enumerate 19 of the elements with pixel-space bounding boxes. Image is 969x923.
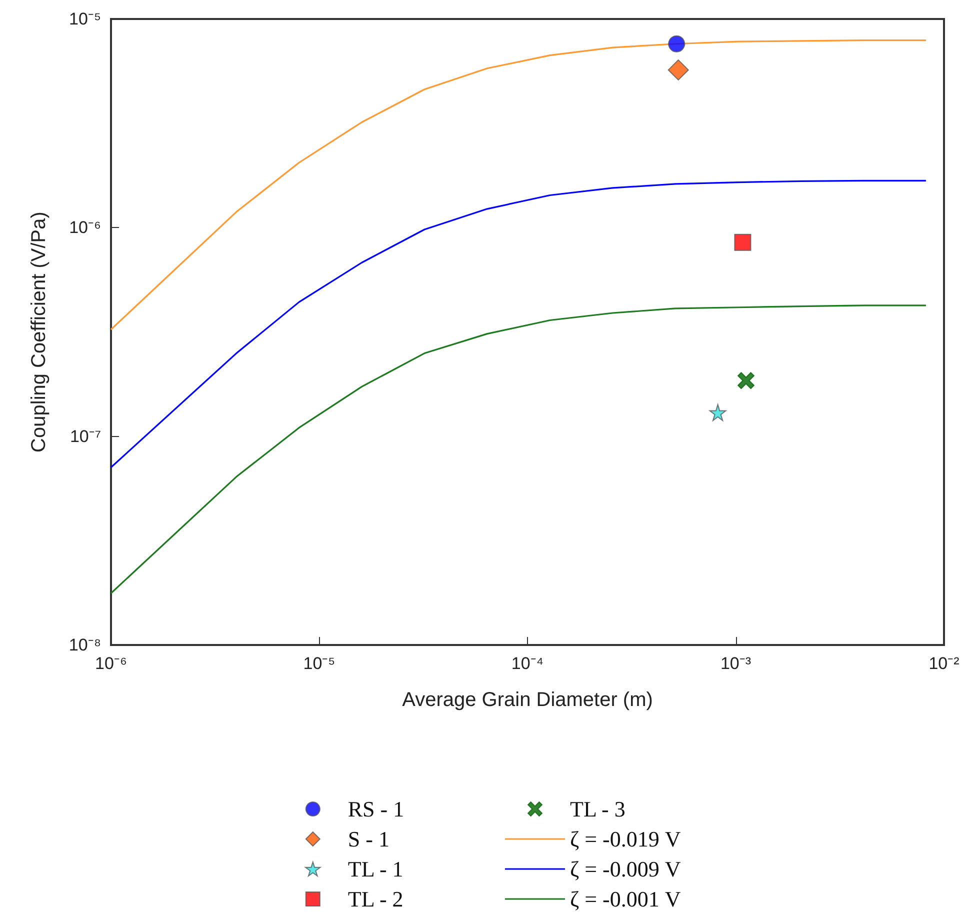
y-axis-title: Coupling Coefficient (V/Pa) — [28, 212, 50, 452]
y-tick-label: 10⁻⁸ — [68, 636, 101, 654]
legend-label: TL - 2 — [348, 886, 404, 912]
x-tick-label: 10⁻² — [928, 654, 960, 673]
legend-label: S - 1 — [348, 826, 390, 852]
y-tick-label: 10⁻⁶ — [69, 218, 101, 238]
x-tick-label: 10⁻³ — [720, 654, 752, 673]
x-tick-label: 10⁻⁴ — [511, 654, 544, 673]
legend-label: ζ = -0.009 V — [570, 856, 681, 882]
legend-label: ζ = -0.019 V — [570, 826, 681, 852]
legend-label: TL - 3 — [570, 796, 626, 822]
y-tick-label: 10⁻⁵ — [69, 10, 101, 28]
x-tick-label: 10⁻⁵ — [303, 654, 336, 673]
legend-label: ζ = -0.001 V — [570, 886, 681, 912]
legend-label: RS - 1 — [348, 796, 404, 822]
x-axis-title: Average Grain Diameter (m) — [402, 689, 653, 711]
legend-label: TL - 1 — [348, 856, 404, 882]
y-tick-label: 10⁻⁷ — [70, 426, 101, 446]
x-tick-label: 10⁻⁶ — [95, 654, 127, 673]
